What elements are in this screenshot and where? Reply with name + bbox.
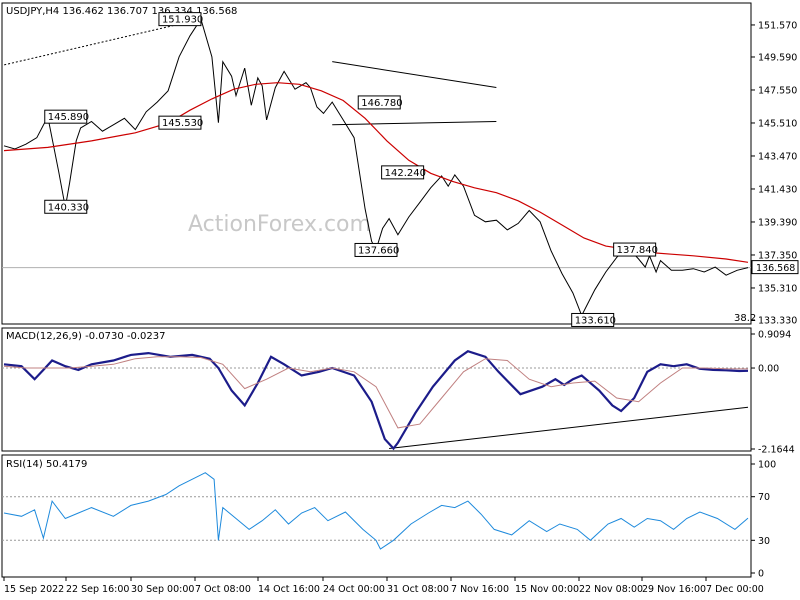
x-tick-label-7: 7 Nov 16:00: [451, 584, 509, 595]
macd-panel-title: MACD(12,26,9) -0.0730 -0.0237: [6, 331, 166, 342]
x-axis: 15 Sep 2022 22 Sep 16:00 30 Sep 00:00 7 Oct…: [3, 577, 764, 595]
x-tick-label-11: 7 Dec 00:00: [706, 584, 764, 595]
price-trendlines: [3, 18, 497, 126]
annotation-label-5: 142.240: [385, 168, 426, 179]
annotation-box-3: [158, 115, 202, 130]
macd-panel-frame: [1, 327, 752, 452]
price-y-tick-label-3: 145.510: [758, 118, 797, 129]
rsi-y-tick-label-1: 70: [758, 492, 770, 503]
price-y-tick-label-1: 149.590: [758, 52, 797, 63]
annotation-box-6: [354, 242, 398, 257]
annotation-box-7: [613, 242, 657, 257]
x-tick-label-9: 22 Nov 08:00: [579, 584, 643, 595]
annotation-label-1: 145.890: [48, 112, 89, 123]
rsi-level-lines: [2, 496, 751, 541]
macd-y-tick-label-1: 0.00: [758, 364, 779, 375]
annotation-label-8: 133.610: [575, 315, 616, 326]
macd-line: [3, 349, 749, 451]
annotation-box-8: [571, 312, 615, 327]
x-tick-label-8: 15 Nov 00:00: [515, 584, 579, 595]
rsi-panel-title: RSI(14) 50.4179: [6, 459, 87, 470]
price-panel-frame: [1, 2, 752, 325]
x-tick-label-6: 31 Oct 08:00: [387, 584, 449, 595]
price-trendline-1: [332, 61, 497, 89]
annotation-box-5: [381, 165, 425, 180]
x-tick-label-1: 22 Sep 16:00: [66, 584, 129, 595]
rsi-panel-frame: [1, 454, 752, 578]
price-axis: 151.570 149.590 147.550 145.510 143.470 141.4…: [751, 20, 797, 327]
price-y-tick-label-0: 151.570: [758, 20, 797, 31]
x-tick-label-4: 14 Oct 16:00: [258, 584, 320, 595]
price-y-tick-label-7: 137.350: [758, 250, 797, 261]
annotation-box-1: [44, 109, 88, 124]
x-tick-label-5: 24 Oct 00:00: [323, 584, 385, 595]
rsi-y-tick-label-0: 100: [758, 460, 776, 471]
annotation-label-3: 145.530: [162, 118, 203, 129]
macd-signal-line: [3, 356, 749, 429]
last-price-label: 136.568: [756, 263, 795, 274]
last-price-badge-box: [751, 260, 799, 275]
annotation-box-0: [158, 12, 202, 27]
last-price-badge: 136.568: [751, 260, 799, 275]
annotation-label-4: 146.780: [361, 98, 402, 109]
annotation-label-2: 140.330: [48, 202, 89, 213]
macd-y-tick-label-0: 0.9094: [758, 330, 791, 341]
x-tick-label-3: 7 Oct 08:00: [195, 584, 251, 595]
macd-trendline: [389, 406, 749, 449]
price-annotations: 151.930 145.890 140.330 145.530 146.780 142.2…: [44, 12, 658, 327]
price-panel-title: USDJPY,H4 136.462 136.707 136.334 136.56…: [6, 6, 237, 17]
price-y-tick-label-9: 133.330: [758, 316, 797, 327]
macd-series-group: [3, 349, 749, 451]
x-tick-label-10: 29 Nov 16:00: [642, 584, 706, 595]
watermark-text: ActionForex.com: [188, 212, 371, 237]
macd-axis: 0.9094 0.00 -2.1644: [751, 330, 795, 456]
price-y-tick-label-2: 147.550: [758, 85, 797, 96]
annotation-label-6: 137.660: [358, 245, 399, 256]
annotation-box-4: [357, 95, 401, 110]
x-tick-label-2: 30 Sep 00:00: [131, 584, 194, 595]
price-y-tick-label-8: 135.310: [758, 283, 797, 294]
price-trendline-2: [332, 121, 497, 126]
price-trendline-0: [3, 18, 202, 66]
rsi-series-group: [3, 472, 749, 550]
fib-corner-label: 38.2: [734, 313, 756, 324]
macd-y-tick-label-2: -2.1644: [758, 445, 795, 456]
macd-trend-line: [389, 406, 749, 449]
price-y-tick-label-4: 143.470: [758, 151, 797, 162]
annotation-label-7: 137.840: [617, 245, 658, 256]
annotation-box-2: [44, 199, 88, 214]
rsi-y-tick-label-3: 0: [758, 569, 764, 580]
rsi-y-tick-label-2: 30: [758, 536, 770, 547]
annotation-label-0: 151.930: [162, 15, 203, 26]
rsi-line: [3, 472, 749, 550]
x-tick-label-0: 15 Sep 2022: [4, 584, 64, 595]
rsi-axis: 100 70 30 0: [751, 460, 776, 580]
price-y-tick-label-6: 139.390: [758, 217, 797, 228]
price-y-tick-label-5: 141.430: [758, 184, 797, 195]
